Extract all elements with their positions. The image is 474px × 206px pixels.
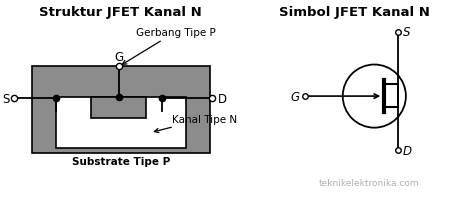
- Text: Substrate Tipe P: Substrate Tipe P: [72, 157, 170, 166]
- Bar: [55, 98, 186, 149]
- Text: S: S: [403, 26, 410, 39]
- Text: Kanal Tipe N: Kanal Tipe N: [155, 114, 237, 133]
- Bar: [91, 98, 146, 118]
- Text: teknikelektronika.com: teknikelektronika.com: [319, 178, 419, 187]
- Text: Gerbang Tipe P: Gerbang Tipe P: [122, 28, 215, 65]
- Text: Simbol JFET Kanal N: Simbol JFET Kanal N: [279, 6, 430, 19]
- Text: D: D: [218, 92, 227, 105]
- Text: G: G: [114, 50, 123, 63]
- Text: G: G: [290, 90, 300, 103]
- Text: Struktur JFET Kanal N: Struktur JFET Kanal N: [39, 6, 202, 19]
- Text: D: D: [403, 144, 412, 157]
- Bar: [32, 67, 210, 153]
- Text: S: S: [2, 92, 9, 105]
